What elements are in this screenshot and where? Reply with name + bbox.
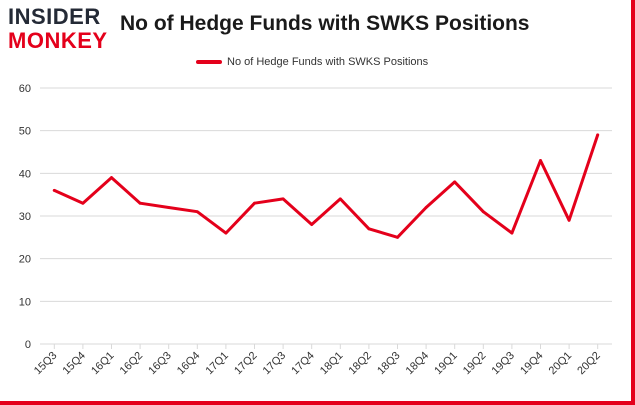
x-tick-label: 19Q2 [461, 350, 489, 378]
data-point [338, 197, 342, 201]
data-point [195, 210, 199, 214]
chart-title: No of Hedge Funds with SWKS Positions [120, 12, 530, 35]
x-tick-label: 18Q4 [404, 350, 432, 378]
y-tick-label: 60 [19, 83, 31, 95]
series-line [52, 133, 600, 239]
data-point [224, 231, 228, 235]
x-tick-label: 19Q3 [489, 350, 517, 378]
y-tick-label: 0 [25, 339, 31, 351]
y-tick-label: 40 [19, 168, 31, 180]
data-point [453, 180, 457, 184]
y-tick-label: 30 [19, 211, 31, 223]
x-tick-label: 17Q2 [232, 350, 260, 378]
x-tick-label: 18Q1 [318, 350, 346, 378]
data-point [167, 206, 171, 209]
data-point [510, 231, 514, 235]
x-tick-label: 16Q2 [118, 350, 146, 378]
y-tick-label: 20 [19, 254, 31, 266]
x-tick-label: 20Q1 [547, 350, 575, 378]
data-point [281, 197, 285, 201]
x-tick-label: 16Q3 [146, 350, 174, 378]
data-point [567, 218, 571, 222]
data-point [253, 201, 256, 205]
data-point [110, 176, 113, 180]
x-tick-label: 16Q1 [89, 350, 117, 378]
x-tick-label: 19Q1 [432, 350, 460, 378]
data-point [310, 223, 314, 226]
data-point [481, 210, 485, 214]
y-tick-label: 50 [19, 126, 31, 138]
y-tick-label: 10 [19, 296, 31, 308]
data-point [138, 201, 142, 205]
x-tick-label: 15Q4 [60, 350, 88, 378]
logo-text-monkey: MONKEY [8, 28, 108, 53]
x-tick-label: 17Q3 [261, 350, 289, 378]
legend-label: No of Hedge Funds with SWKS Positions [227, 56, 429, 68]
x-tick-label: 18Q3 [375, 350, 403, 378]
data-point [539, 159, 542, 162]
x-tick-label: 20Q2 [575, 350, 603, 378]
insider-monkey-logo: INSIDER MONKEY [8, 5, 114, 53]
legend-swatch [196, 60, 222, 64]
data-point [81, 201, 85, 205]
data-point [367, 227, 371, 231]
x-tick-label: 18Q2 [346, 350, 374, 378]
x-tick-label: 17Q4 [289, 350, 317, 378]
logo-text-insider: INSIDER [8, 4, 101, 29]
data-point [396, 235, 399, 239]
data-point [424, 206, 428, 209]
x-tick-label: 15Q3 [32, 350, 60, 378]
x-tick-label: 19Q4 [518, 350, 546, 378]
x-tick-label: 17Q1 [203, 350, 231, 378]
x-tick-label: 16Q4 [175, 350, 203, 378]
data-point [52, 189, 56, 192]
data-point [596, 133, 600, 137]
